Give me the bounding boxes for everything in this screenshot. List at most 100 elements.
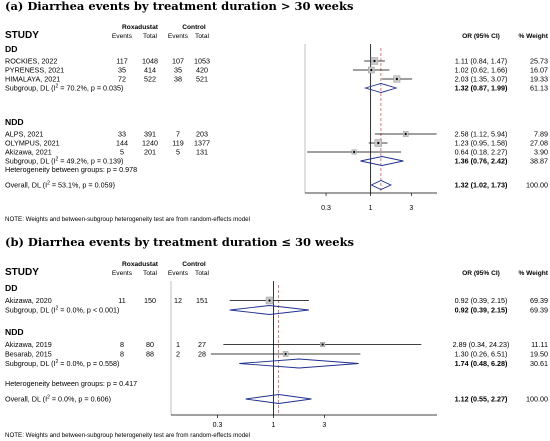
point-estimate xyxy=(284,352,287,356)
or-ci-header: OR (95% CI) xyxy=(462,33,500,40)
heterogeneity-between-groups: Heterogeneity between groups: p = 0.417 xyxy=(5,379,137,388)
study-or-ci: 2.89 (0.34, 24.23) xyxy=(453,340,510,349)
point-estimate xyxy=(373,59,376,63)
study-header: STUDY xyxy=(5,267,39,278)
study-header: STUDY xyxy=(5,30,39,41)
column-header-events: Events xyxy=(168,33,189,40)
study-label: ROCKIES, 2022 xyxy=(5,57,57,66)
x-tick-label: 1 xyxy=(271,422,275,429)
control-total: 27 xyxy=(198,340,206,349)
overall-label-sup: 2 xyxy=(47,395,50,401)
control-events: 2 xyxy=(176,350,180,359)
point-estimate xyxy=(370,68,373,72)
control-events: 5 xyxy=(176,148,180,157)
subgroup-label: Subgroup, DL (I2 = 70.2%, p = 0.035) xyxy=(5,84,123,93)
subgroup-label-sup: 2 xyxy=(55,157,58,163)
x-tick-label: 3 xyxy=(322,422,326,429)
arm-label-control: Control xyxy=(182,24,206,31)
study-weight: 69.39 xyxy=(530,296,548,305)
column-header-total: Total xyxy=(143,33,157,40)
control-total: 1377 xyxy=(194,139,210,148)
study-weight: 19.33 xyxy=(530,75,548,84)
panel-title: (b) Diarrhea events by treatment duratio… xyxy=(5,235,354,249)
study-or-ci: 1.02 (0.62, 1.66) xyxy=(455,66,508,75)
weight-header: % Weight xyxy=(518,33,548,40)
subgroup-label-main: Subgroup, DL (I xyxy=(5,306,55,315)
panel-a: (a) Diarrhea events by treatment duratio… xyxy=(5,0,549,223)
subgroup-label-rest: = 70.2%, p = 0.035) xyxy=(58,84,123,93)
control-events: 38 xyxy=(174,75,182,84)
column-header-events: Events xyxy=(112,33,133,40)
overall-label-rest: = 0.0%, p = 0.606) xyxy=(50,395,111,404)
overall-label-rest: = 53.1%, p = 0.059) xyxy=(50,181,115,190)
study-or-ci: 1.11 (0.84, 1.47) xyxy=(455,57,507,66)
arm-label-roxadustat: Roxadustat xyxy=(122,261,159,268)
rox-total: 414 xyxy=(144,66,156,75)
rox-total: 88 xyxy=(146,350,154,359)
footnote: NOTE: Weights and between-subgroup heter… xyxy=(5,432,250,439)
study-or-ci: 2.03 (1.35, 3.07) xyxy=(455,75,508,84)
rox-events: 72 xyxy=(118,75,126,84)
arm-label-roxadustat: Roxadustat xyxy=(122,24,159,31)
control-total: 521 xyxy=(196,75,208,84)
heterogeneity-between-groups: Heterogeneity between groups: p = 0.978 xyxy=(5,165,137,174)
x-tick-label: 3 xyxy=(409,205,413,212)
subgroup-label-sup: 2 xyxy=(55,359,58,365)
study-label: HIMALAYA, 2021 xyxy=(5,75,60,84)
overall-label: Overall, DL (I2 = 0.0%, p = 0.606) xyxy=(5,395,111,404)
study-weight: 19.50 xyxy=(530,350,548,359)
or-ci-header: OR (95% CI) xyxy=(462,270,500,277)
control-events: 119 xyxy=(172,139,183,148)
weight-header: % Weight xyxy=(518,270,548,277)
overall-label: Overall, DL (I2 = 53.1%, p = 0.059) xyxy=(5,181,115,190)
point-estimate xyxy=(353,150,356,154)
column-header-total: Total xyxy=(195,33,209,40)
subgroup-label-rest: = 0.0%, p < 0.001) xyxy=(58,306,119,315)
study-label: Besarab, 2015 xyxy=(5,350,52,359)
column-header-events: Events xyxy=(112,270,133,277)
control-events: 107 xyxy=(172,57,184,66)
point-estimate xyxy=(268,299,271,302)
arm-label-control: Control xyxy=(182,261,206,268)
overall-diamond xyxy=(245,394,312,404)
rox-total: 201 xyxy=(144,148,156,157)
point-estimate xyxy=(404,132,407,136)
rox-total: 80 xyxy=(146,340,154,349)
group-label-dd: DD xyxy=(5,283,17,293)
rox-events: 8 xyxy=(120,340,124,349)
column-header-events: Events xyxy=(168,270,189,277)
control-total: 1053 xyxy=(194,57,210,66)
study-label: Akizawa, 2021 xyxy=(5,148,52,157)
subgroup-label-sup: 2 xyxy=(55,306,58,312)
rox-events: 11 xyxy=(118,296,125,305)
subgroup-label-main: Subgroup, DL (I xyxy=(5,84,55,93)
point-estimate xyxy=(395,77,398,81)
overall-label-main: Overall, DL (I xyxy=(5,181,47,190)
study-label: Akizawa, 2019 xyxy=(5,340,52,349)
control-total: 203 xyxy=(196,130,208,139)
control-events: 12 xyxy=(174,296,182,305)
control-total: 131 xyxy=(196,148,208,157)
panel-title: (a) Diarrhea events by treatment duratio… xyxy=(5,0,353,13)
rox-total: 522 xyxy=(144,75,156,84)
group-label-ndd: NDD xyxy=(5,327,24,337)
subgroup-diamond xyxy=(239,358,359,369)
overall-label-main: Overall, DL (I xyxy=(5,395,47,404)
overall-weight: 100.00 xyxy=(526,181,548,190)
study-weight: 27.08 xyxy=(530,139,548,148)
subgroup-label-sup: 2 xyxy=(55,84,58,90)
control-events: 1 xyxy=(176,340,180,349)
subgroup-label-rest: = 0.0%, p = 0.558) xyxy=(58,359,119,368)
control-events: 7 xyxy=(176,130,180,139)
subgroup-diamond xyxy=(229,305,309,315)
study-or-ci: 1.23 (0.95, 1.58) xyxy=(455,139,508,148)
study-weight: 11.11 xyxy=(531,340,548,349)
point-estimate xyxy=(377,141,380,145)
group-label-ndd: NDD xyxy=(5,117,24,127)
rox-total: 391 xyxy=(144,130,156,139)
rox-events: 5 xyxy=(120,148,124,157)
rox-events: 117 xyxy=(116,57,127,66)
study-or-ci: 0.92 (0.39, 2.15) xyxy=(455,296,508,305)
rox-events: 35 xyxy=(118,66,126,75)
